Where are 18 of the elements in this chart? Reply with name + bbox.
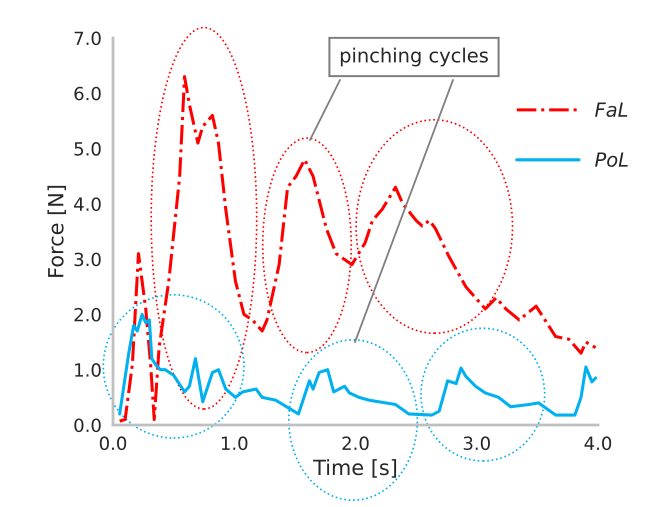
x-axis-title: Time [s] [313,459,396,478]
x-tick-label: 4.0 [584,436,612,450]
x-tick-label: 0.0 [100,436,126,450]
y-tick-label: 6.0 [74,86,101,100]
y-tick-label: 2.0 [74,308,101,322]
y-tick-label: 4.0 [74,197,101,211]
legend-label: PoL [595,152,628,167]
y-tick-label: 0.0 [74,418,101,432]
x-tick-label: 1.0 [222,436,248,450]
x-tick-label: 3.0 [464,436,490,450]
y-tick-label: 3.0 [74,252,101,266]
annotation: pinching cycles [340,48,488,66]
legend-label: FaL [595,102,628,117]
y-tick-label: 7.0 [74,31,101,46]
y-tick-label: 1.0 [75,363,101,377]
x-tick-label: 2.0 [342,436,369,450]
y-tick-label: 5.0 [74,142,101,156]
y-axis-title: Force [N] [47,186,66,277]
